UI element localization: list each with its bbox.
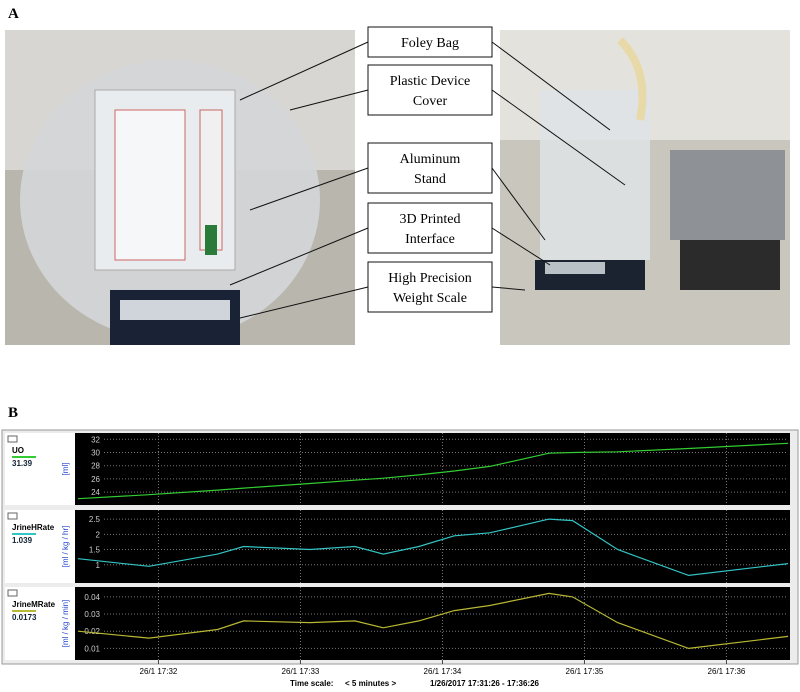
y-tick-label: 1.5 bbox=[89, 546, 101, 555]
legend-label: UO bbox=[12, 446, 24, 455]
panel-label: B bbox=[8, 405, 18, 421]
photo-left bbox=[5, 30, 355, 345]
y-tick-label: 30 bbox=[91, 449, 100, 458]
x-tick-label: 26/1 17:36 bbox=[708, 667, 746, 676]
y-tick-label: 2 bbox=[96, 530, 101, 539]
callout-text: Interface bbox=[405, 232, 455, 247]
y-tick-label: 28 bbox=[91, 462, 100, 471]
y-tick-label: 1 bbox=[96, 561, 101, 570]
callout-text: Cover bbox=[413, 94, 448, 109]
callout-text: Weight Scale bbox=[393, 291, 467, 306]
footer-window: < 5 minutes > bbox=[345, 679, 396, 688]
plot-area bbox=[75, 510, 790, 583]
y-tick-label: 32 bbox=[91, 435, 100, 444]
callout-box bbox=[367, 261, 493, 313]
menu-button bbox=[7, 589, 18, 597]
legend-label: JrineHRate bbox=[12, 523, 55, 532]
plot-area bbox=[75, 587, 790, 660]
y-axis-label: [ml] bbox=[61, 463, 70, 476]
x-tick-label: 26/1 17:34 bbox=[424, 667, 462, 676]
sidebar bbox=[5, 510, 75, 583]
callout-text: Aluminum bbox=[400, 152, 461, 167]
sidebar bbox=[5, 433, 75, 505]
callout-box bbox=[367, 26, 493, 58]
y-tick-label: 0.01 bbox=[84, 644, 100, 653]
callout-text: Plastic Device bbox=[390, 74, 470, 89]
y-tick-label: 0.04 bbox=[84, 593, 100, 602]
legend-label: JrineMRate bbox=[12, 600, 56, 609]
data-line bbox=[77, 518, 789, 577]
callout-text: Foley Bag bbox=[401, 36, 459, 51]
data-line bbox=[77, 442, 789, 500]
data-line bbox=[77, 592, 789, 650]
y-tick-label: 0.03 bbox=[84, 610, 100, 619]
x-tick-label: 26/1 17:35 bbox=[566, 667, 604, 676]
current-value: 31.39 bbox=[12, 459, 33, 468]
y-tick-label: 0.02 bbox=[84, 627, 100, 636]
y-axis-label: [ml / kg / hr] bbox=[61, 526, 70, 568]
callout-box bbox=[367, 202, 493, 254]
x-tick-label: 26/1 17:33 bbox=[282, 667, 320, 676]
arrows bbox=[229, 41, 626, 319]
footer-range: 1/26/2017 17:31:26 - 17:36:26 bbox=[430, 679, 540, 688]
y-tick-label: 26 bbox=[91, 475, 100, 484]
panel-label: A bbox=[8, 6, 19, 22]
sidebar bbox=[5, 587, 75, 660]
menu-button bbox=[7, 512, 18, 520]
callout-text: Stand bbox=[414, 172, 446, 187]
callout-box bbox=[367, 64, 493, 116]
footer-label: Time scale: bbox=[290, 679, 333, 688]
x-tick-label: 26/1 17:32 bbox=[140, 667, 178, 676]
callout-text: 3D Printed bbox=[399, 212, 460, 227]
callout-text: High Precision bbox=[388, 271, 472, 286]
y-axis-label: [ml / kg / min] bbox=[61, 600, 70, 648]
footer: Time scale: < 5 minutes > 1/26/2017 17:3… bbox=[290, 679, 540, 688]
y-tick-label: 24 bbox=[91, 488, 100, 497]
plot-area bbox=[75, 433, 790, 505]
menu-button bbox=[7, 435, 18, 443]
current-value: 1.039 bbox=[12, 536, 33, 545]
callout-box bbox=[367, 142, 493, 194]
y-tick-label: 2.5 bbox=[89, 515, 101, 524]
photo-right bbox=[500, 30, 790, 345]
current-value: 0.0173 bbox=[12, 613, 37, 622]
